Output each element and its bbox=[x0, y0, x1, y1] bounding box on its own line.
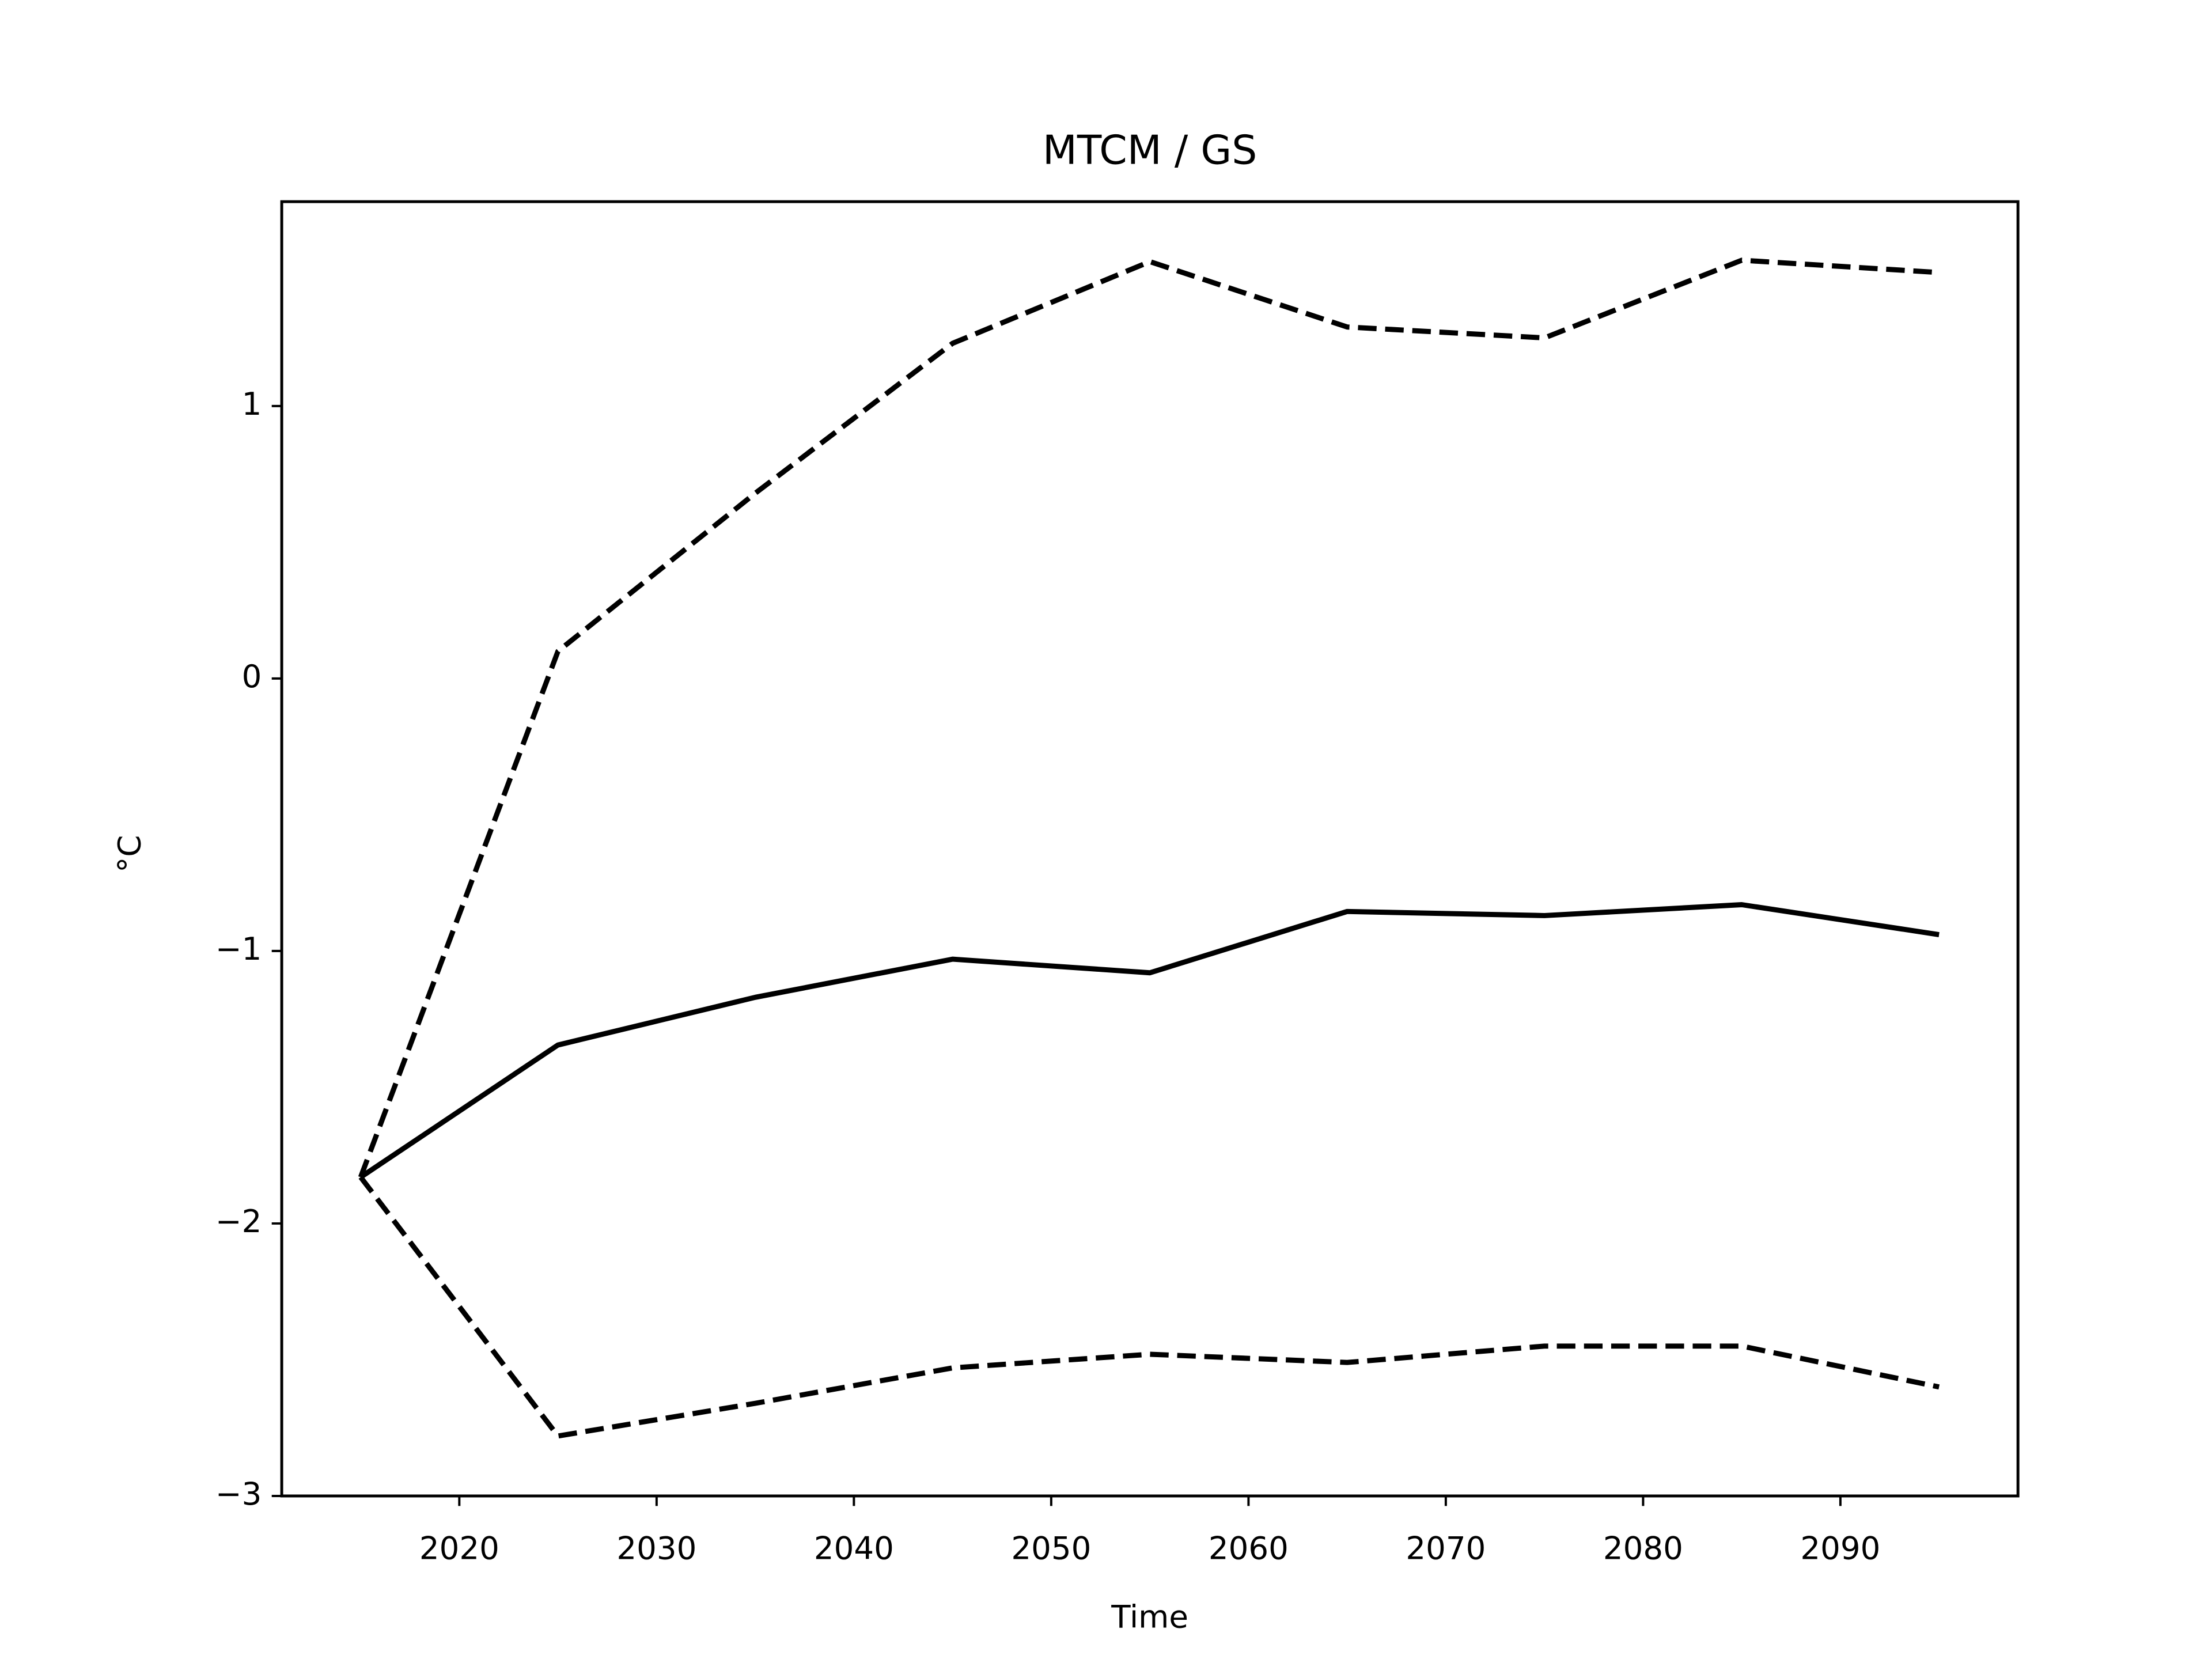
y-tick-label: 0 bbox=[242, 658, 262, 695]
x-tick-label: 2080 bbox=[1603, 1529, 1683, 1566]
x-tick-label: 2040 bbox=[814, 1529, 894, 1566]
x-tick-label: 2050 bbox=[1011, 1529, 1091, 1566]
y-tick-label: 1 bbox=[242, 385, 262, 422]
x-tick-label: 2060 bbox=[1209, 1529, 1289, 1566]
x-tick-label: 2030 bbox=[616, 1529, 696, 1566]
y-tick-label: −1 bbox=[215, 930, 262, 967]
chart-title: MTCM / GS bbox=[1043, 127, 1257, 174]
x-tick-label: 2090 bbox=[1800, 1529, 1880, 1566]
y-tick-label: −3 bbox=[215, 1475, 262, 1512]
x-tick-label: 2070 bbox=[1406, 1529, 1486, 1566]
plot-frame bbox=[280, 200, 2020, 1498]
data-line bbox=[359, 902, 1940, 1180]
x-axis-label: Time bbox=[1111, 1599, 1188, 1635]
y-axis-label: °C bbox=[111, 835, 148, 872]
data-line bbox=[358, 1175, 1940, 1439]
x-tick-label: 2020 bbox=[419, 1529, 499, 1566]
data-line bbox=[358, 257, 1940, 1179]
y-tick-label: −2 bbox=[215, 1203, 262, 1240]
